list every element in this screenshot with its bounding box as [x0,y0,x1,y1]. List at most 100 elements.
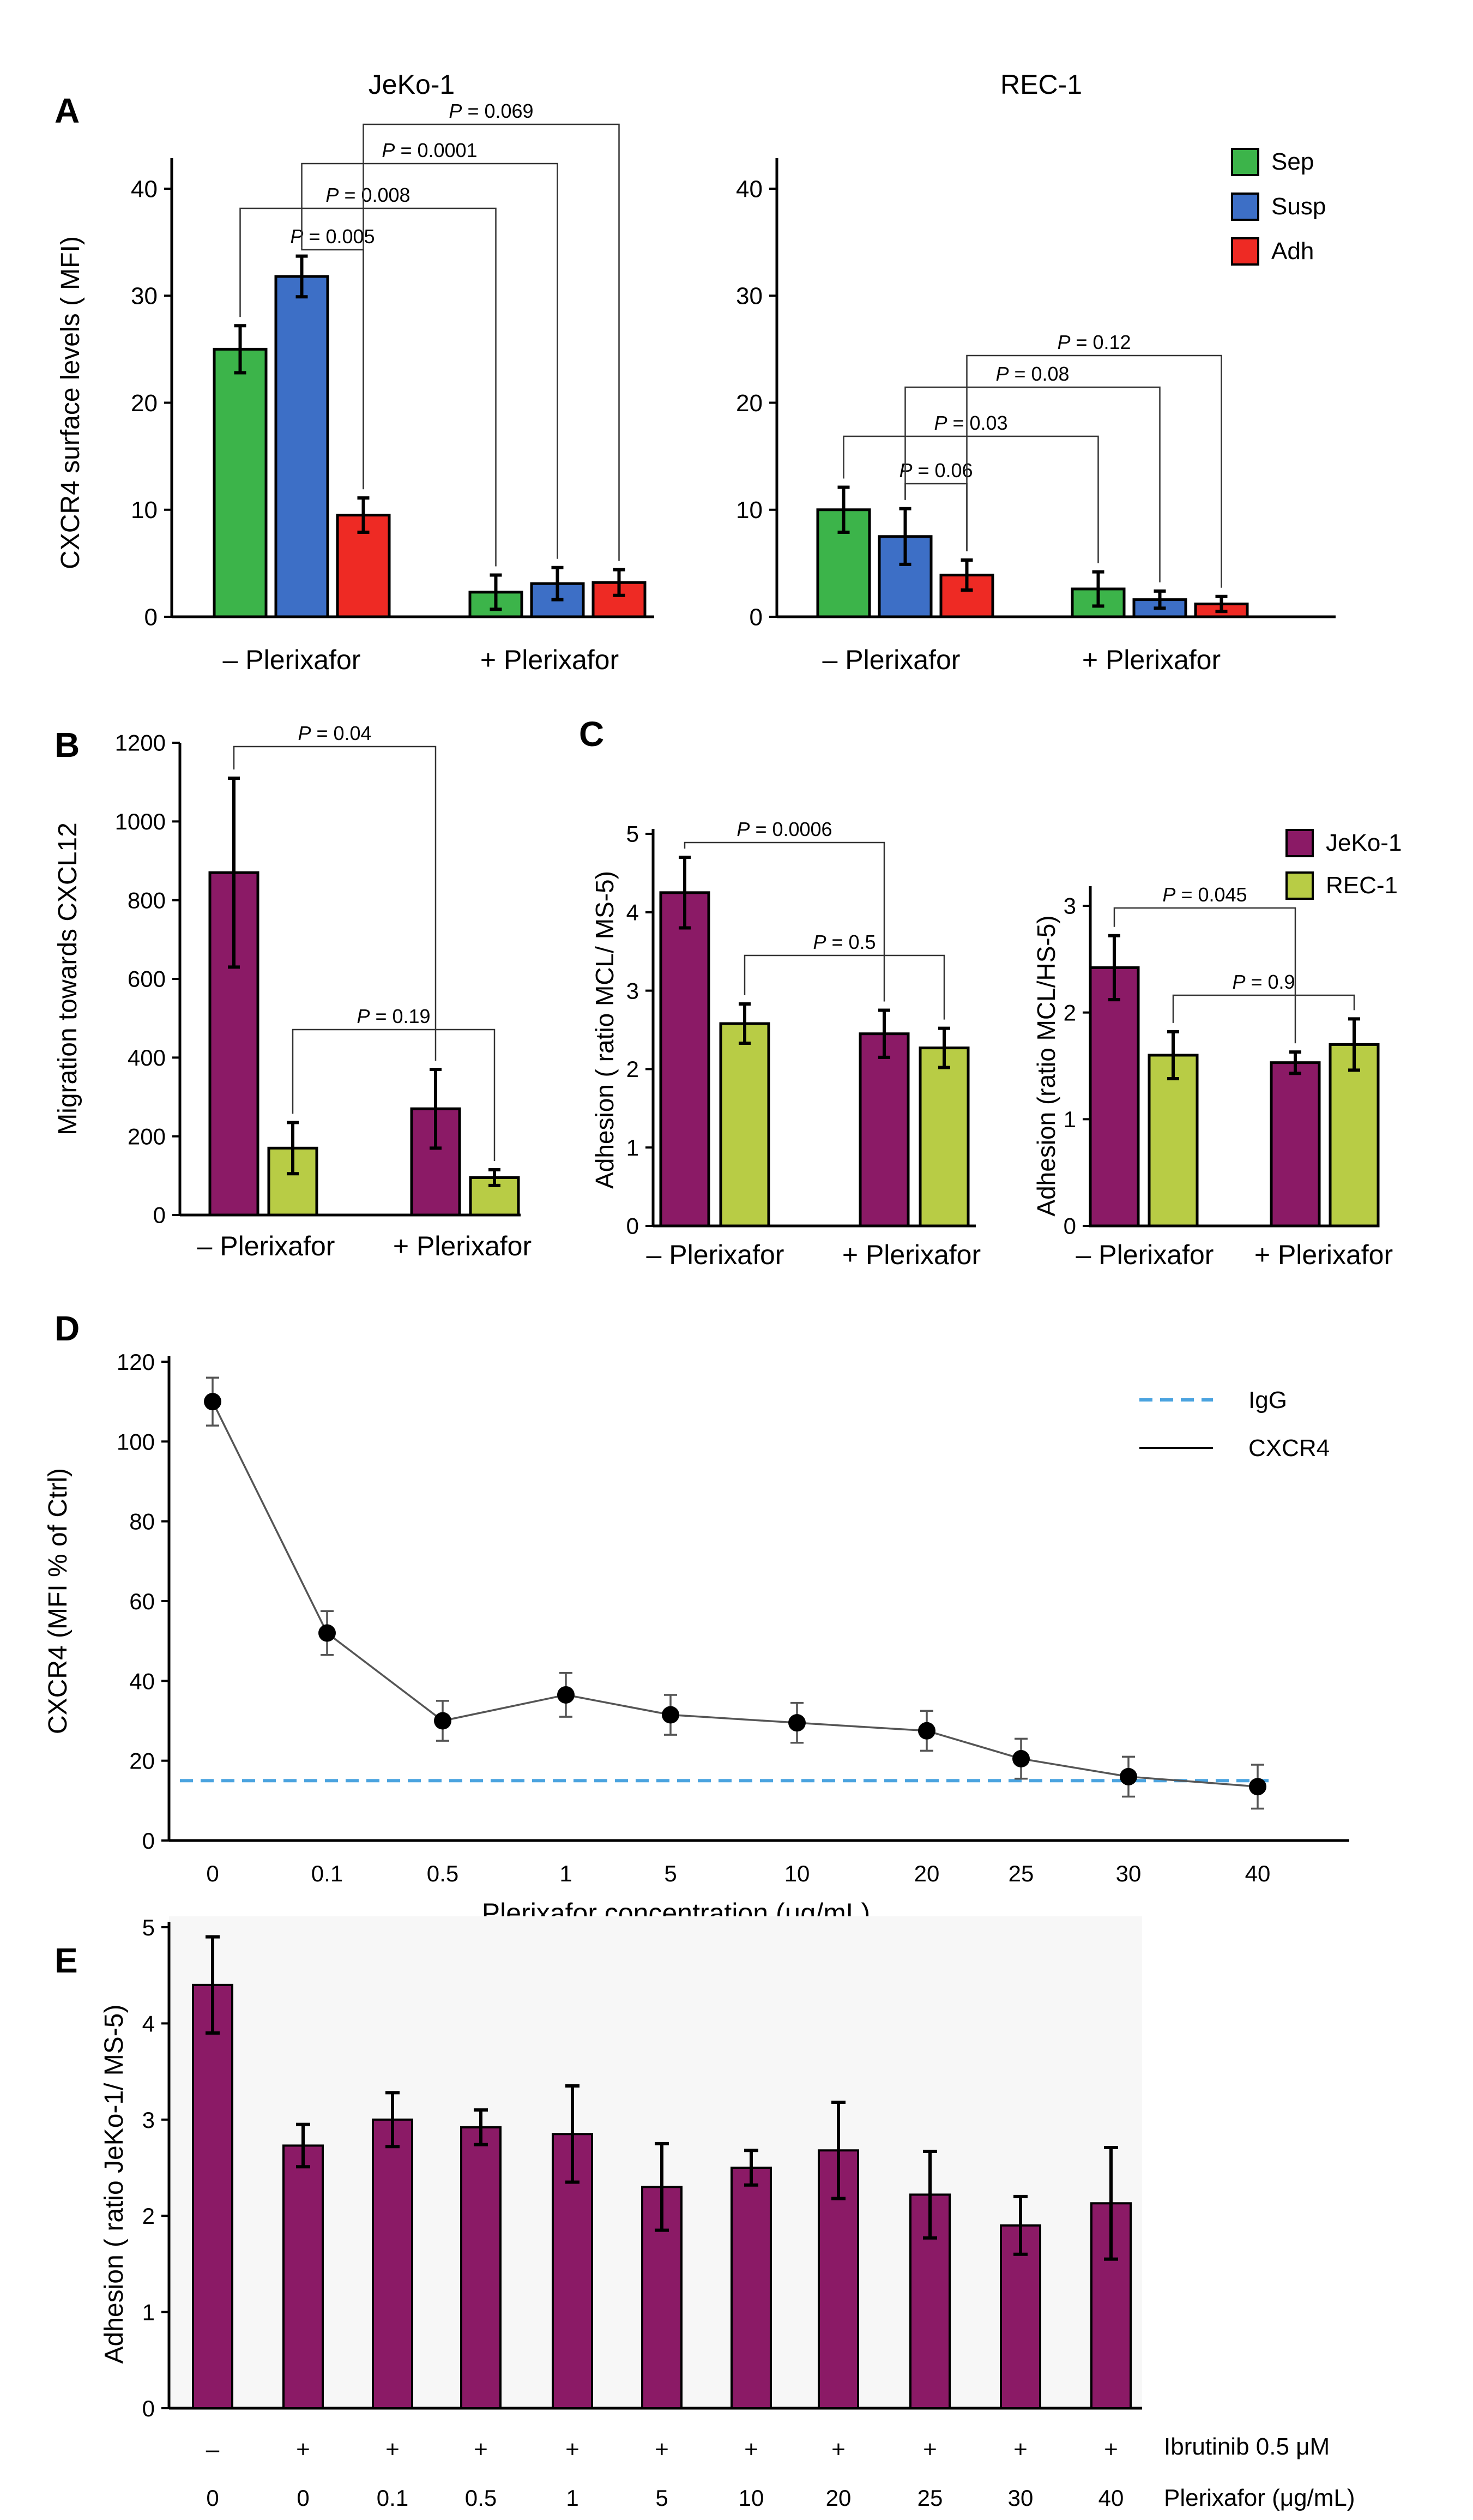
significance-bracket [233,745,437,1061]
plerixafor-dose: 0 [206,2485,219,2511]
legend-swatch-susp [1231,193,1259,221]
p-value-label: P = 0.04 [298,722,371,744]
y-tick-label: 1 [1064,1106,1076,1132]
significance-bracket [744,954,945,1020]
ibrutinib-marker: + [296,2436,310,2463]
group-label: + Plerixafor [1082,645,1221,675]
panel-title: REC-1 [1000,69,1082,100]
ibrutinib-marker: + [565,2436,579,2463]
ibrutinib-marker: + [923,2436,937,2463]
ibrutinib-marker: + [744,2436,758,2463]
significance-bracket [363,123,620,561]
plerixafor-dose: 40 [1098,2485,1124,2511]
significance-bracket [292,1029,496,1162]
data-point [1012,1750,1030,1768]
ibrutinib-marker: + [1104,2436,1118,2463]
ibrutinib-marker: + [655,2436,669,2463]
legend-swatch-rec-1 [1285,871,1314,900]
plerixafor-dose: 0.5 [465,2485,497,2511]
y-tick-label: 40 [736,176,763,202]
ibrutinib-marker: + [385,2436,400,2463]
legend-label: IgG [1248,1387,1287,1414]
p-value-label: P = 0.0006 [736,818,832,840]
bar-jeko-1 [460,2126,502,2410]
y-tick-label: 0 [1064,1213,1076,1239]
y-tick-label: 800 [128,887,166,913]
plerixafor-dose: 0 [297,2485,309,2511]
plerixafor-dose: 10 [739,2485,764,2511]
panel-letter: C [579,714,604,754]
panel-letter: A [55,91,80,130]
y-axis-label: Adhesion ( ratio MCL/ MS-5) [590,871,619,1189]
bar-rec-1 [919,1047,970,1228]
x-tick-label: 5 [664,1861,677,1886]
legend-swatch-adh [1231,237,1259,266]
plerixafor-dose: 25 [917,2485,943,2511]
bar-jeko-1 [731,2167,772,2409]
significance-bracket [301,163,558,559]
significance-bracket [1172,994,1355,1023]
x-tick-label: 25 [1009,1861,1034,1886]
x-tick-label: 40 [1245,1861,1271,1886]
p-value-label: P = 0.008 [325,184,410,206]
bar-jeko-1 [859,1032,910,1228]
panel-letter: B [55,725,80,765]
data-point [662,1706,679,1724]
bar-jeko-1 [282,2144,324,2409]
ibrutinib-marker: + [831,2436,846,2463]
row-label: Plerixafor (μg/mL) [1164,2485,1355,2511]
x-tick-label: 1 [559,1861,572,1886]
legend-swatch-sep [1231,148,1259,176]
bar-jeko-1 [659,891,710,1228]
y-axis-label: CXCR4 surface levels ( MFI) [56,236,85,569]
group-label: – Plerixafor [823,645,961,675]
bar-rec-1 [1148,1054,1199,1228]
row-label: Ibrutinib 0.5 μM [1164,2433,1330,2460]
plerixafor-dose: 1 [566,2485,578,2511]
y-tick-label: 2 [1064,1000,1076,1025]
legend-label: Adh [1271,238,1314,264]
y-tick-label: 600 [128,966,166,992]
y-tick-label: 40 [131,176,158,202]
group-label: + Plerixafor [480,645,619,675]
y-tick-label: 4 [626,900,639,925]
bar-rec-1 [1329,1043,1380,1228]
y-tick-label: 30 [131,283,158,310]
bar-jeko-1 [1089,966,1140,1228]
group-label: + Plerixafor [842,1240,981,1270]
y-tick-label: 2 [142,2203,155,2229]
data-point [788,1714,806,1732]
y-tick-label: 0 [142,1828,155,1854]
x-tick-label: 10 [784,1861,810,1886]
bar-jeko-1 [1270,1061,1321,1228]
y-axis-label: Adhesion ( ratio JeKo-1/ MS-5) [100,2005,129,2364]
group-label: – Plerixafor [197,1231,335,1261]
y-tick-label: 60 [129,1589,155,1614]
y-tick-label: 1200 [115,730,166,756]
plerixafor-dose: 0.1 [377,2485,408,2511]
p-value-label: P = 0.06 [899,459,973,482]
p-value-label: P = 0.19 [357,1005,430,1027]
legend-label: Susp [1271,193,1326,220]
data-point [434,1712,451,1730]
panel-letter: D [55,1309,80,1348]
data-point [1120,1767,1137,1785]
ibrutinib-marker: + [1013,2436,1028,2463]
significance-bracket [684,841,885,1002]
cxcr4-line [212,1401,1258,1788]
p-value-label: P = 0.12 [1057,331,1131,353]
significance-bracket [966,354,1222,588]
y-tick-label: 0 [142,2396,155,2421]
data-point [918,1722,935,1740]
ibrutinib-marker: + [474,2436,488,2463]
plerixafor-dose: 30 [1008,2485,1034,2511]
bar-susp [274,275,329,618]
x-tick-label: 20 [914,1861,940,1886]
legend-label: REC-1 [1326,872,1398,899]
y-axis-label: CXCR4 (MFI % of Ctrl) [44,1468,73,1734]
legend-label: JeKo-1 [1326,829,1402,856]
y-tick-label: 0 [626,1213,639,1239]
bar-jeko-1 [192,1983,233,2410]
y-tick-label: 3 [626,978,639,1003]
y-tick-label: 30 [736,283,763,310]
